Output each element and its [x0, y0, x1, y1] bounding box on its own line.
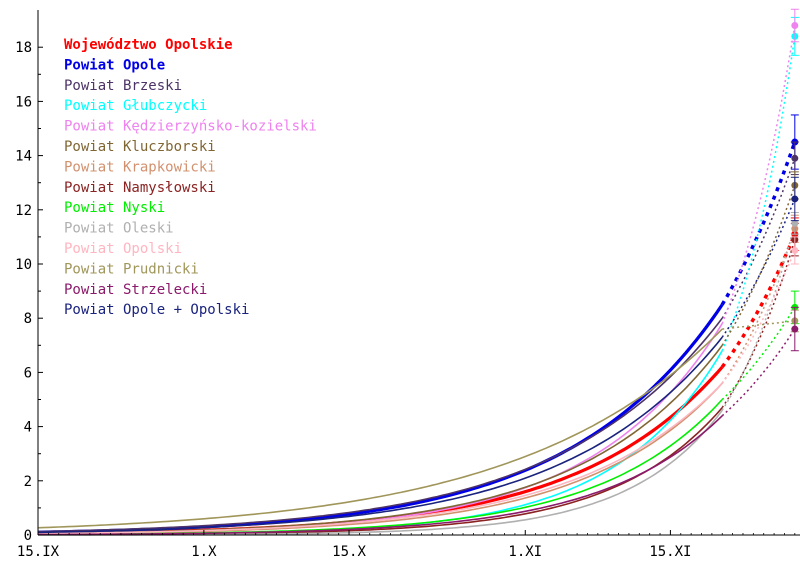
- forecast-point-2: [791, 154, 799, 162]
- forecast-line-10: [721, 250, 796, 384]
- y-tick-label-0: 0: [24, 528, 32, 544]
- legend-item-4: Powiat Kędzierzyńsko-kozielski: [64, 119, 317, 135]
- series-line-9: [38, 409, 723, 536]
- forecast-point-4: [791, 22, 799, 30]
- legend-item-0: Województwo Opolskie: [64, 37, 233, 53]
- x-tick-label-0: 15.IX: [17, 544, 60, 560]
- forecast-line-7: [721, 239, 796, 409]
- forecast-line-11: [722, 320, 795, 330]
- forecast-line-4: [721, 25, 796, 324]
- forecast-point-13: [791, 195, 799, 203]
- series-line-6: [37, 382, 723, 535]
- series-line-7: [38, 407, 723, 536]
- series-line-2: [37, 317, 723, 533]
- y-tick-label-5: 10: [15, 257, 32, 273]
- legend-item-8: Powiat Nyski: [64, 200, 165, 216]
- x-tick-label-1: 1.X: [191, 544, 217, 560]
- y-tick-label-9: 18: [15, 40, 32, 56]
- forecast-line-3: [721, 36, 796, 351]
- legend-item-6: Powiat Krapkowicki: [64, 159, 216, 175]
- series-line-5: [38, 344, 723, 535]
- legend-item-1: Powiat Opole: [64, 57, 165, 73]
- forecast-point-10: [791, 246, 799, 254]
- y-tick-label-3: 6: [24, 365, 32, 381]
- forecast-line-9: [721, 223, 796, 411]
- legend-item-12: Powiat Strzelecki: [64, 282, 207, 298]
- y-tick-label-2: 4: [24, 420, 32, 436]
- legend-item-7: Powiat Namysłowski: [64, 180, 216, 196]
- series-line-13: [37, 336, 723, 534]
- forecast-line-6: [721, 228, 796, 384]
- forecast-points: [790, 8, 799, 352]
- legend-item-2: Powiat Brzeski: [64, 78, 182, 94]
- legend-item-11: Powiat Prudnicki: [64, 261, 199, 277]
- y-tick-label-4: 8: [24, 311, 32, 327]
- y-tick-label-6: 12: [15, 203, 32, 219]
- forecast-line-5: [721, 185, 796, 346]
- series-line-8: [37, 398, 723, 536]
- forecast-line-12: [721, 328, 796, 417]
- legend-item-10: Powiat Opolski: [64, 241, 182, 257]
- legend-item-5: Powiat Kluczborski: [64, 139, 216, 155]
- legend-item-9: Powiat Oleski: [64, 221, 174, 237]
- legend-item-3: Powiat Głubczycki: [64, 98, 207, 114]
- plot-lines: [37, 303, 724, 536]
- forecast-line-13: [721, 198, 796, 338]
- y-tick-label-1: 2: [24, 474, 32, 490]
- legend: Województwo Opolskie Powiat Opole Powiat B…: [64, 37, 317, 318]
- axes: 0 2 4 6 8 10 12 14 16 18 15.IX 1.X 15.X 1.XI 15.XI: [15, 10, 800, 560]
- legend-item-13: Powiat Opole + Opolski: [64, 302, 249, 318]
- series-line-11: [37, 328, 723, 529]
- x-tick-label-2: 15.X: [332, 544, 366, 560]
- forecast-point-12: [791, 325, 799, 333]
- forecast-line-0: [720, 233, 797, 369]
- x-tick-label-4: 15.XI: [649, 544, 691, 560]
- y-tick-label-7: 14: [15, 149, 32, 165]
- y-tick-label-8: 16: [15, 94, 32, 110]
- forecast-line-8: [721, 306, 796, 401]
- series-line-10: [37, 382, 723, 535]
- forecast-line-2: [721, 158, 796, 319]
- series-line-4: [38, 323, 723, 535]
- forecast-line-1: [720, 141, 797, 306]
- forecast-point-9: [791, 219, 799, 227]
- forecast-lines: [720, 25, 797, 417]
- x-tick-label-3: 1.XI: [508, 544, 542, 560]
